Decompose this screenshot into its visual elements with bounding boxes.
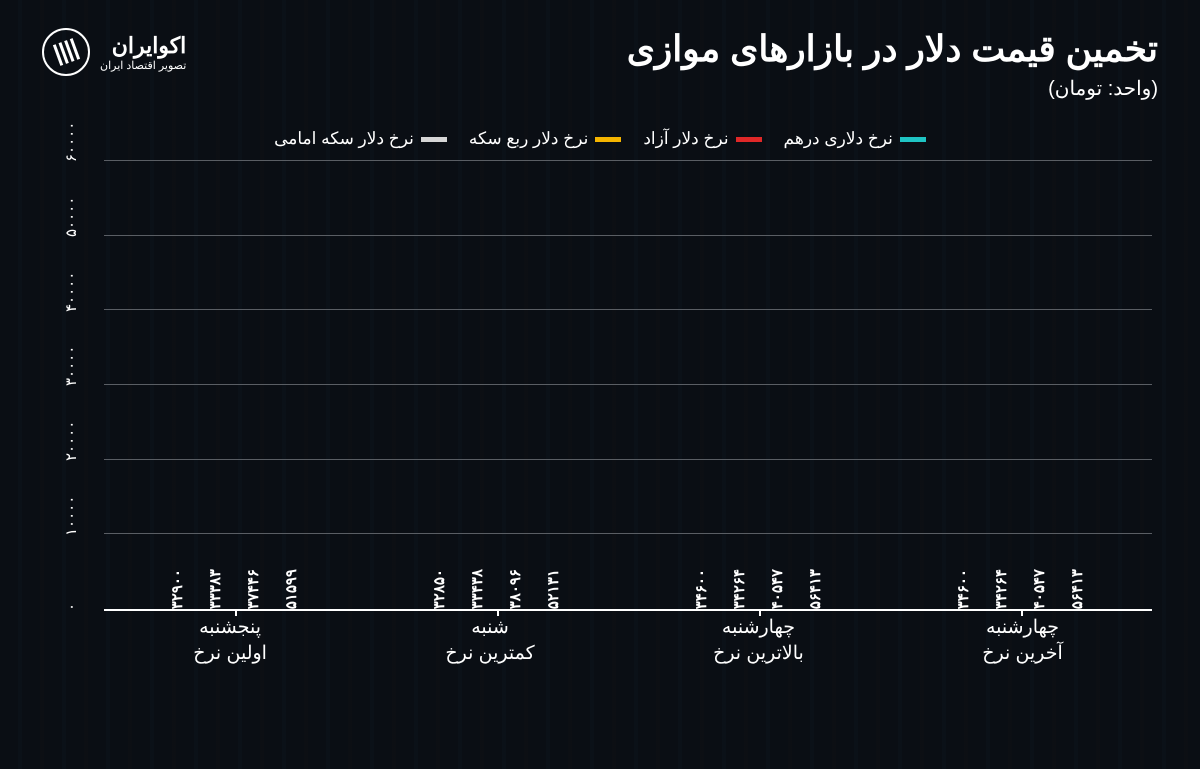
legend-item: نرخ دلاری درهم (784, 129, 926, 149)
bar-value-label: ۳۳۳۸۳ (207, 565, 225, 609)
bar-value-label: ۵۲۱۳۱ (545, 565, 563, 609)
bar-value-label: ۳۳۴۳۸ (469, 565, 487, 609)
legend-label: نرخ دلار ربع سکه (469, 129, 588, 149)
x-axis-label: پنجشنبه اولین نرخ (193, 615, 267, 671)
grid-line (104, 309, 1152, 310)
bar-value-label: ۴۰۵۴۷ (769, 565, 787, 609)
legend-swatch (736, 137, 762, 142)
y-tick-label: ۶۰۰۰۰ (42, 161, 102, 162)
chart-container: تخمین قیمت دلار در بازارهای موازی (واحد:… (0, 0, 1200, 769)
chart-area: ۰ ۱۰۰۰۰ ۲۰۰۰۰ ۳۰۰۰۰ ۴۰۰۰۰ ۵۰۰۰۰ ۶۰۰۰۰ ۳۲۹۰۰ ۳۳۳… (42, 161, 1158, 671)
x-axis-label: چهارشنبه آخرین نرخ (982, 615, 1063, 671)
y-tick-label: ۲۰۰۰۰ (42, 460, 102, 461)
chart-title: تخمین قیمت دلار در بازارهای موازی (627, 28, 1158, 70)
bar-value-label: ۳۴۲۶۴ (993, 565, 1011, 609)
y-tick-label: ۵۰۰۰۰ (42, 236, 102, 237)
chart-legend: نرخ دلاری درهم نرخ دلار آزاد نرخ دلار ربع … (42, 129, 1158, 149)
x-axis-label: چهارشنبه بالاترین نرخ (713, 615, 804, 671)
bar-value-label: ۵۱۵۹۹ (283, 565, 301, 609)
chart-subtitle: (واحد: تومان) (627, 76, 1158, 101)
grid-line (104, 384, 1152, 385)
bar-value-label: ۵۶۴۱۳ (807, 565, 825, 609)
legend-swatch (595, 137, 621, 142)
bar-value-label: ۳۴۲۶۴ (731, 565, 749, 609)
brand-logo: اکوایران تصویر اقتصاد ایران (42, 28, 186, 76)
bar-value-label: ۳۲۹۰۰ (169, 565, 187, 609)
y-axis: ۰ ۱۰۰۰۰ ۲۰۰۰۰ ۳۰۰۰۰ ۴۰۰۰۰ ۵۰۰۰۰ ۶۰۰۰۰ (42, 161, 102, 611)
bar-value-label: ۴۰۵۴۷ (1031, 565, 1049, 609)
logo-tagline: تصویر اقتصاد ایران (100, 59, 186, 72)
legend-swatch (900, 137, 926, 142)
bar-value-label: ۳۲۸۵۰ (431, 565, 449, 609)
legend-label: نرخ دلار آزاد (643, 129, 728, 149)
grid-line (104, 459, 1152, 460)
legend-label: نرخ دلاری درهم (784, 129, 893, 149)
y-tick-label: ۱۰۰۰۰ (42, 535, 102, 536)
bar-value-label: ۳۴۶۰۰ (693, 565, 711, 609)
legend-item: نرخ دلار ربع سکه (469, 129, 621, 149)
bar-value-label: ۳۷۴۴۶ (245, 565, 263, 609)
grid-line (104, 533, 1152, 534)
bar-value-label: ۳۸۰۹۶ (507, 565, 525, 609)
bar-value-label: ۳۴۶۰۰ (955, 565, 973, 609)
legend-item: نرخ دلار آزاد (643, 129, 761, 149)
legend-item: نرخ دلار سکه امامی (274, 129, 447, 149)
grid-line (104, 235, 1152, 236)
x-axis-label: شنبه کمترین نرخ (445, 615, 534, 671)
bar-groups: ۳۲۹۰۰ ۳۳۳۸۳ ۳۷۴۴۶ ۵۱۵۹۹ ۳۲۸۵۰ ۳۳۴۳۸ ۳۸۰۹۶ ۵۲۱۳۱… (104, 161, 1152, 609)
x-axis-labels: پنجشنبه اولین نرخ شنبه کمترین نرخ چهارشنبه… (104, 615, 1152, 671)
logo-name: اکوایران (100, 33, 186, 59)
legend-swatch (421, 137, 447, 142)
bar-value-label: ۵۶۴۱۳ (1069, 565, 1087, 609)
plot-area: ۳۲۹۰۰ ۳۳۳۸۳ ۳۷۴۴۶ ۵۱۵۹۹ ۳۲۸۵۰ ۳۳۴۳۸ ۳۸۰۹۶ ۵۲۱۳۱… (104, 161, 1152, 611)
legend-label: نرخ دلار سکه امامی (274, 129, 414, 149)
grid-line (104, 160, 1152, 161)
y-tick-label: ۴۰۰۰۰ (42, 311, 102, 312)
logo-icon (42, 28, 90, 76)
y-tick-label: ۰ (42, 610, 102, 611)
y-tick-label: ۳۰۰۰۰ (42, 385, 102, 386)
header: تخمین قیمت دلار در بازارهای موازی (واحد:… (42, 28, 1158, 101)
